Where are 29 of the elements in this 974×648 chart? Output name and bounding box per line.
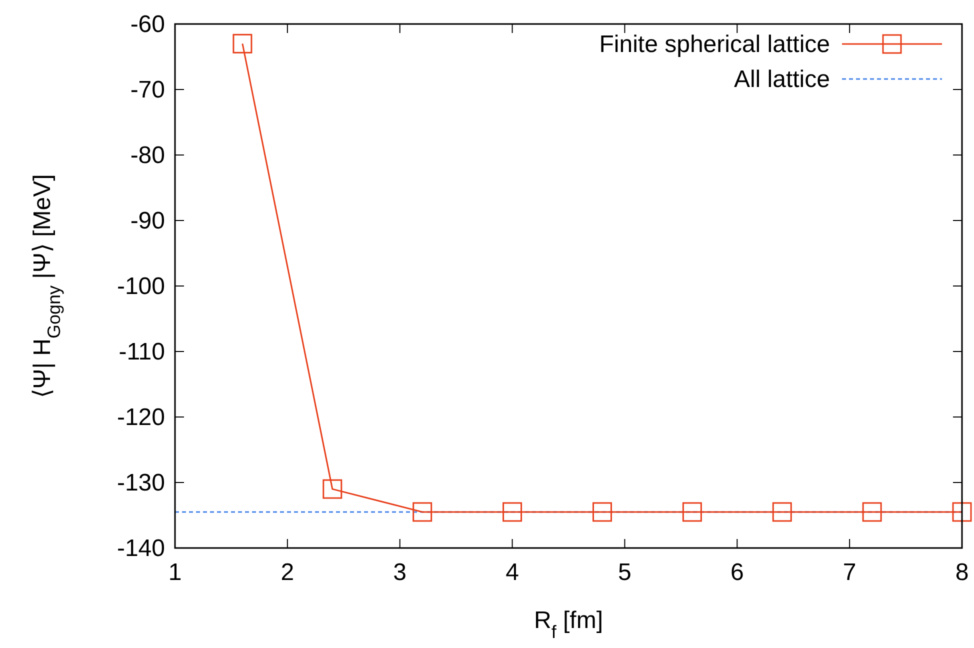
point xyxy=(502,502,522,522)
point xyxy=(322,479,342,499)
y-tick-label: -110 xyxy=(118,338,165,366)
x-tick-label: 4 xyxy=(506,559,519,586)
x-tick-label: 6 xyxy=(730,559,744,586)
x-tick-label: 2 xyxy=(280,559,294,586)
point xyxy=(862,502,882,522)
y-tick-label: -60 xyxy=(130,11,165,38)
y-tick-label: -100 xyxy=(116,273,165,300)
y-tick-label: -140 xyxy=(116,535,165,562)
x-tick-label: 5 xyxy=(618,559,632,586)
point xyxy=(592,502,612,522)
y-tick-label: -80 xyxy=(130,142,165,169)
point xyxy=(412,502,432,522)
y-tick-label: -130 xyxy=(116,470,165,496)
point xyxy=(682,502,702,522)
point xyxy=(232,34,252,54)
point xyxy=(952,502,972,522)
x-tick-label: 7 xyxy=(842,559,856,586)
x-axis-title: R$_{f}$ [fm] xyxy=(534,607,604,642)
x-tick-label: 1 xyxy=(168,559,182,586)
point xyxy=(772,502,792,522)
x-tick-label: 3 xyxy=(393,559,407,586)
y-tick-label: -120 xyxy=(116,404,165,431)
legend-label: All lattice xyxy=(734,66,830,93)
y-tick-label: -70 xyxy=(130,76,165,104)
legend-label: Finite spherical lattice xyxy=(599,31,830,58)
y-tick-label: -90 xyxy=(130,208,165,234)
x-tick-label: 8 xyxy=(955,559,969,586)
